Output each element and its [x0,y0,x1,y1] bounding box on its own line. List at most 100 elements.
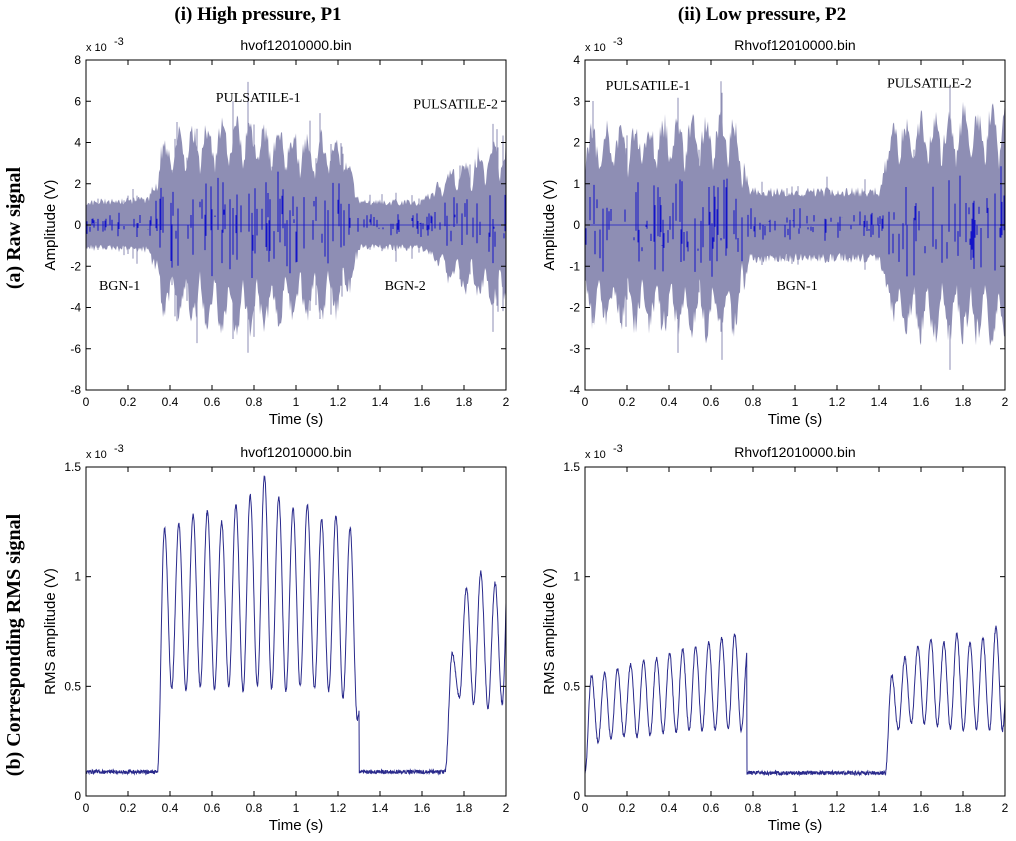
rms-signal-line [584,625,1006,777]
x-tick-label: 0.8 [745,395,762,409]
x-tick-label: 2 [1002,395,1009,409]
x-tick-label: 1 [293,801,300,815]
x-axis-label: Time (s) [269,411,323,428]
x-tick-label: 0.8 [246,801,263,815]
x-tick-label: 0.6 [204,801,221,815]
x-tick-label: 1.2 [330,395,347,409]
plot-title: Rhvof12010000.bin [734,444,855,460]
raw-signal-trace [585,166,1005,277]
annotation-label: PULSATILE-2 [413,97,498,112]
plot-title: hvof12010000.bin [240,444,351,460]
x-tick-label: 0 [582,801,589,815]
y-tick-label: -1 [569,259,580,273]
plot-title: hvof12010000.bin [240,37,351,53]
x-tick-label: 0.6 [703,801,720,815]
x-tick-label: 0 [83,395,90,409]
annotation-label: PULSATILE-2 [887,77,972,92]
y-tick-label: -3 [569,342,580,356]
x-tick-label: 1.8 [456,395,473,409]
y-tick-label: 1.5 [563,460,580,474]
y-multiplier-exponent: -3 [613,36,623,48]
x-tick-label: 1.8 [456,801,473,815]
x-tick-label: 0.2 [120,395,137,409]
x-tick-label: 0.6 [703,395,720,409]
rms-signal-line [85,475,507,776]
y-tick-label: 0 [573,218,580,232]
raw-signal-area [585,100,1005,346]
x-tick-label: 1.8 [955,801,972,815]
x-tick-label: 0.2 [619,801,636,815]
x-tick-label: 0 [83,801,90,815]
x-tick-label: 0.4 [661,395,678,409]
y-tick-label: 6 [74,94,81,108]
y-tick-label: -6 [70,342,81,356]
y-tick-label: 4 [573,53,580,67]
column-title-low-pressure: (ii) Low pressure, P2 [678,4,846,25]
x-tick-label: 1 [293,395,300,409]
x-axis-label: Time (s) [269,817,323,834]
y-tick-label: 4 [74,136,81,150]
y-tick-label: -8 [70,383,81,397]
x-tick-label: 0.8 [246,395,263,409]
y-multiplier-exponent: -3 [613,443,623,455]
x-tick-label: 0.8 [745,801,762,815]
column-title-high-pressure: (i) High pressure, P1 [174,4,341,25]
y-tick-label: 1 [74,570,81,584]
annotation-label: PULSATILE-1 [216,91,301,106]
chart-rms-low-pressure: 0 0.2 0.4 0.6 0.8 1 1.2 1.4 1.6 1.8 2 0 0.5 1 1.5 x 10-… [541,443,1009,834]
x-tick-label: 1.2 [330,801,347,815]
x-tick-label: 2 [503,395,510,409]
row-label-raw-signal: (a) Raw signal [3,166,25,289]
row-label-rms-signal: (b) Corresponding RMS signal [3,513,25,776]
x-tick-label: 1.4 [372,801,389,815]
y-multiplier: x 10 [585,449,606,461]
annotation-label: BGN-2 [385,279,426,294]
y-tick-label: 3 [573,94,580,108]
x-tick-label: 0.4 [661,801,678,815]
x-tick-label: 1.2 [829,801,846,815]
x-tick-label: 1 [792,801,799,815]
y-tick-label: -2 [569,301,580,315]
x-tick-label: 0 [582,395,589,409]
y-tick-label: 0 [74,789,81,803]
y-multiplier: x 10 [585,42,606,54]
plot-frame [584,466,1006,797]
y-tick-label: 0.5 [64,679,81,693]
x-tick-label: 0.2 [120,801,137,815]
x-tick-label: 1.6 [913,801,930,815]
annotation-label: PULSATILE-1 [606,79,691,94]
y-tick-label: -4 [70,301,81,315]
y-axis-label: RMS amplitude (V) [42,568,59,695]
x-tick-label: 1 [792,395,799,409]
y-axis-label: Amplitude (V) [541,180,558,271]
x-tick-label: 1.4 [372,395,389,409]
x-axis-label: Time (s) [768,817,822,834]
annotation-label: BGN-1 [99,279,140,294]
y-tick-label: 8 [74,53,81,67]
x-tick-label: 1.6 [913,395,930,409]
x-axis-label: Time (s) [768,411,822,428]
plot-title: Rhvof12010000.bin [734,37,855,53]
y-multiplier-exponent: -3 [114,36,124,48]
y-tick-label: 0.5 [563,679,580,693]
y-tick-label: -2 [70,259,81,273]
y-tick-label: 2 [573,136,580,150]
x-tick-label: 0.2 [619,395,636,409]
y-tick-label: 1 [573,177,580,191]
x-tick-label: 2 [503,801,510,815]
x-tick-label: 0.4 [162,395,179,409]
x-tick-label: 1.4 [871,801,888,815]
y-tick-label: 0 [573,789,580,803]
x-tick-label: 1.6 [414,395,431,409]
x-tick-label: 1.2 [829,395,846,409]
annotation-label: BGN-1 [776,279,817,294]
x-tick-label: 1.4 [871,395,888,409]
x-tick-label: 0.4 [162,801,179,815]
chart-raw-low-pressure: 0 0.2 0.4 0.6 0.8 1 1.2 1.4 1.6 1.8 2 -4 -3 -2 -1 0 1 2 3 4… [541,36,1009,428]
y-multiplier: x 10 [86,449,107,461]
x-tick-label: 1.6 [414,801,431,815]
x-tick-label: 1.8 [955,395,972,409]
plot-frame [85,466,507,797]
x-tick-label: 2 [1002,801,1009,815]
y-tick-label: 0 [74,218,81,232]
